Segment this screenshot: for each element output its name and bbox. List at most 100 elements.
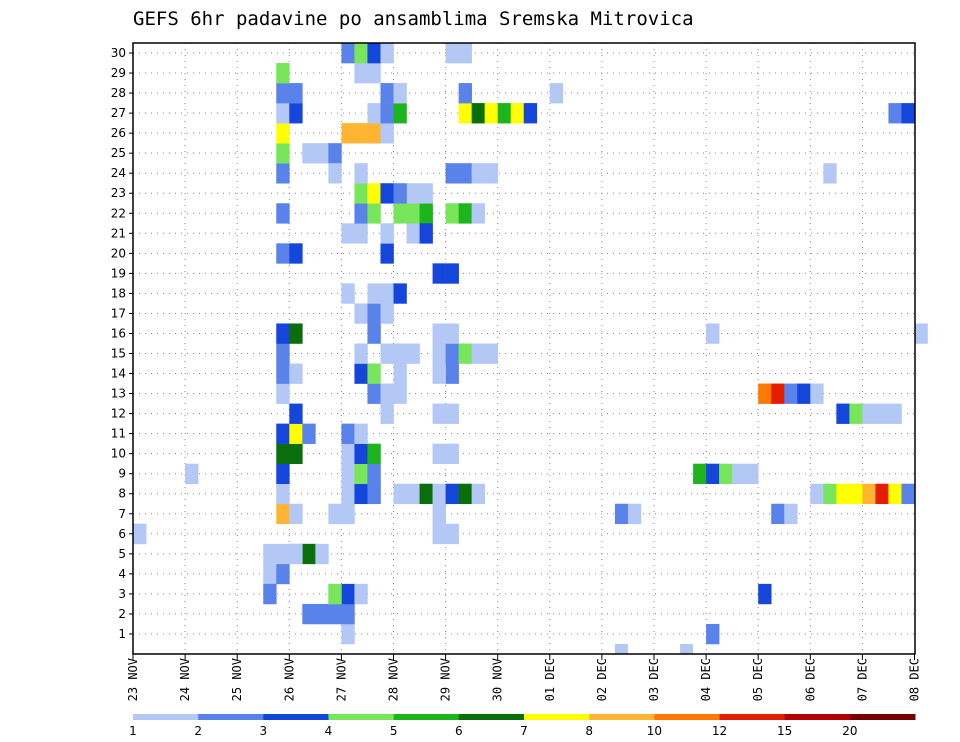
precip-cell [380,103,394,124]
x-tick-label: 07 DEC [855,658,869,701]
legend-label: 12 [712,724,727,738]
y-tick-label: 10 [111,447,126,461]
precip-cell [341,623,355,645]
precip-cell [693,463,707,485]
chart-title: GEFS 6hr padavine po ansamblima Sremska … [133,8,694,30]
precip-cell [354,363,368,384]
precip-cell [393,383,407,404]
precip-cell [471,343,485,364]
precip-cell [354,123,368,144]
y-tick-label: 24 [111,166,126,180]
precip-cell [784,383,798,404]
precip-cell [771,503,785,525]
precip-cell [276,343,290,364]
y-axis: 1234567891011121314151617181920212223242… [111,46,133,641]
precip-cell [523,103,538,124]
precip-cell [380,383,394,404]
precip-cell [367,203,381,224]
plot-frame [132,42,916,655]
precip-cell [263,543,277,565]
precip-cell [432,503,446,525]
precip-cell [289,443,303,464]
legend-label: 3 [260,724,268,738]
precip-cell [354,223,368,244]
precip-cell [302,143,316,164]
precip-cell [276,123,290,144]
precip-cell [823,163,837,184]
precip-cell [445,363,459,384]
y-tick-label: 30 [111,46,126,60]
legend-swatch [393,714,460,720]
x-tick-label: 05 DEC [751,658,765,701]
precip-cell [289,503,303,525]
y-tick-label: 7 [118,507,126,521]
gridlines [133,43,915,654]
precip-cell [354,343,368,364]
precip-cell [706,323,720,344]
precip-cell [367,323,381,344]
precip-cell [367,283,381,304]
x-tick-label: 26 NOV [282,658,296,701]
legend-swatch [198,714,264,720]
precip-cell [133,523,147,545]
precip-cell [432,323,446,344]
precip-cell [354,463,368,485]
precip-cell [484,163,499,184]
x-tick-label: 30 NOV [491,658,505,701]
precip-cell [315,143,329,164]
precip-cell [276,163,290,184]
y-tick-label: 11 [111,427,126,441]
legend-label: 20 [842,724,857,738]
precip-cell [432,343,446,364]
precip-cell [341,463,355,485]
precip-cell [276,383,290,404]
precip-cell [875,403,889,424]
legend-swatch [589,714,655,720]
x-tick-label: 02 DEC [595,658,609,701]
precip-cell [393,203,407,224]
precip-cell [393,103,407,124]
precip-cell [302,423,316,444]
y-tick-label: 14 [111,367,126,381]
precip-cell [289,403,303,424]
y-tick-label: 9 [118,467,126,481]
precip-cell [341,43,355,64]
y-tick-label: 23 [111,186,126,200]
precip-cell [445,203,459,224]
precip-cell [276,543,290,565]
precip-cell [289,423,303,444]
precip-cell [614,503,629,525]
y-tick-label: 4 [118,567,126,581]
y-tick-label: 6 [118,527,126,541]
precip-cell [758,583,772,605]
x-tick-label: 24 NOV [178,658,192,701]
x-tick-label: 03 DEC [647,658,661,701]
precip-cell [445,263,459,284]
precip-cell [627,503,642,525]
legend-swatch [133,714,199,720]
precip-cell [276,363,290,384]
precip-cell [458,483,472,505]
precip-cell [719,463,733,485]
x-tick-label: 06 DEC [803,658,817,701]
precip-cell [836,483,850,505]
precip-cell [445,43,459,64]
precip-cell [276,83,290,104]
precip-cell [289,323,303,344]
precip-cell [849,483,863,505]
precip-cell [367,383,381,404]
y-tick-label: 15 [111,347,126,361]
precip-cell [289,243,303,264]
legend-swatch [719,714,786,720]
y-tick-label: 20 [111,246,126,260]
precip-cell [367,123,381,144]
precip-cell [367,63,381,84]
precip-cell [367,463,381,485]
precip-cell [771,383,785,404]
precip-cell [745,463,759,485]
precip-cell [732,463,746,485]
precip-cell [445,163,459,184]
legend-label: 2 [194,724,202,738]
precip-cell [445,483,459,505]
